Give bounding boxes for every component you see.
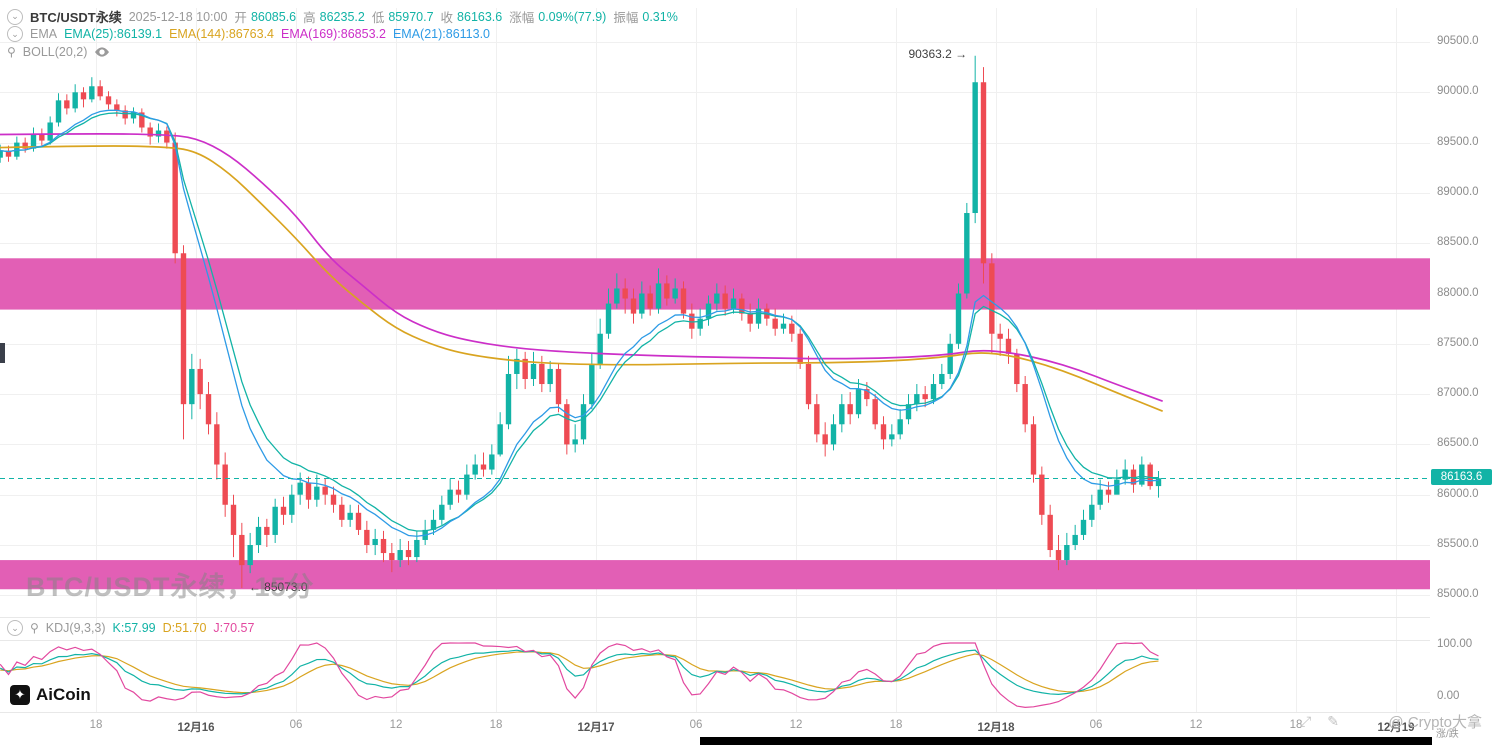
bottom-black-bar [700, 737, 1432, 745]
ema25-value: EMA(25):86139.1 [64, 27, 163, 41]
low-value: 85970.7 [388, 9, 434, 24]
credit-icons: ⤢ ✎ [1300, 713, 1339, 730]
kdj-d-value: D:51.70 [162, 621, 207, 635]
kdj-info-bar: ⌄ ⚲ KDJ(9,3,3) K:57.99 D:51.70 J:70.57 [7, 620, 254, 636]
high-price-annotation: 90363.2 → [908, 46, 968, 61]
datetime-label: 2025-12-18 10:00 [128, 9, 228, 24]
close-label: 收 [440, 11, 454, 25]
collapse-chevron-icon[interactable]: ⌄ [7, 8, 23, 25]
high-label: 高 [303, 11, 316, 25]
collapse-chevron-icon[interactable]: ⌄ [7, 26, 23, 42]
kdj-k-value: K:57.99 [112, 621, 156, 635]
open-value: 86085.6 [250, 9, 297, 24]
low-label: 低 [371, 11, 385, 25]
ema-info-bar: ⌄ EMA EMA(25):86139.1 EMA(144):86763.4 E… [7, 26, 490, 42]
aicoin-logo-icon: ✦ [10, 685, 30, 705]
indicator-pin-icon[interactable]: ⚲ [7, 45, 16, 59]
open-label: 开 [234, 11, 247, 25]
edit-icon: ✎ [1327, 713, 1339, 729]
ema169-value: EMA(169):86853.2 [281, 27, 386, 41]
high-value: 86235.2 [319, 9, 365, 24]
current-price-tag: 86163.6 [1431, 469, 1492, 486]
ohlc-info-bar: ⌄ BTC/USDT永续 2025-12-18 10:00 开 86085.6 … [7, 7, 678, 26]
boll-label: BOLL(20,2) [22, 45, 88, 59]
amplitude-label: 振幅 [613, 11, 639, 25]
collapse-chevron-icon[interactable]: ⌄ [7, 620, 23, 636]
close-value: 86163.6 [457, 9, 503, 24]
expand-icon: ⤢ [1300, 713, 1312, 729]
change-label: 涨幅 [509, 11, 535, 25]
boll-info-bar: ⚲ BOLL(20,2) [7, 45, 110, 59]
kdj-title: KDJ(9,3,3) [45, 621, 106, 635]
aicoin-logo-text: AiCoin [36, 685, 91, 704]
change-value: 0.09%(77.9) [538, 9, 607, 24]
kdj-j-value: J:70.57 [213, 621, 255, 635]
indicator-pin-icon[interactable]: ⚲ [30, 621, 39, 635]
chart-watermark: BTC/USDT永续，15分 [26, 572, 315, 602]
ema-title: EMA [30, 27, 58, 41]
visibility-eye-icon[interactable] [94, 46, 110, 58]
credit-watermark: @ Crypto大拿 [1388, 714, 1482, 731]
symbol-title: BTC/USDT永续 [30, 10, 122, 25]
ema21-value: EMA(21):86113.0 [392, 27, 490, 41]
aicoin-logo: ✦ AiCoin [10, 685, 91, 705]
low-price-annotation: ← 85073.0 [248, 579, 308, 594]
left-edge-handle[interactable] [0, 343, 5, 363]
amplitude-value: 0.31% [642, 9, 678, 24]
ema144-value: EMA(144):86763.4 [169, 27, 275, 41]
rise-fall-label: 涨/跌 [1436, 729, 1459, 740]
